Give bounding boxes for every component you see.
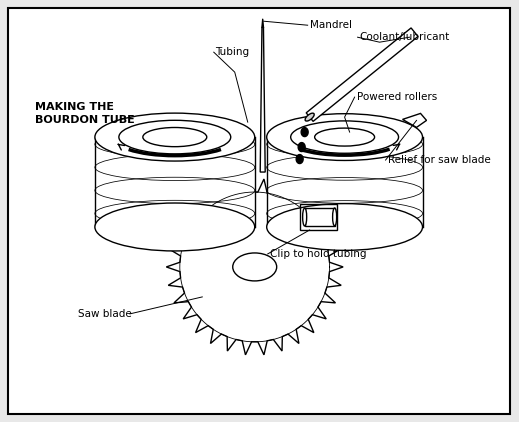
Polygon shape [166, 179, 343, 355]
Ellipse shape [267, 114, 422, 160]
Ellipse shape [233, 253, 277, 281]
Polygon shape [403, 114, 427, 127]
Ellipse shape [315, 128, 375, 146]
Polygon shape [95, 137, 255, 227]
Text: MAKING THE: MAKING THE [35, 102, 114, 112]
Polygon shape [305, 208, 335, 226]
Ellipse shape [333, 208, 337, 226]
Text: Relief for saw blade: Relief for saw blade [388, 155, 490, 165]
Text: Tubing: Tubing [215, 47, 249, 57]
Text: Saw blade: Saw blade [78, 309, 132, 319]
Ellipse shape [95, 203, 255, 251]
Polygon shape [298, 143, 305, 151]
Ellipse shape [143, 127, 207, 147]
Polygon shape [306, 28, 418, 122]
Text: Mandrel: Mandrel [310, 20, 352, 30]
Polygon shape [260, 27, 265, 172]
Polygon shape [296, 154, 303, 164]
Ellipse shape [303, 208, 307, 226]
Text: BOURDON TUBE: BOURDON TUBE [35, 115, 135, 125]
Ellipse shape [119, 120, 231, 154]
Ellipse shape [305, 113, 314, 121]
Ellipse shape [291, 121, 399, 153]
Ellipse shape [267, 203, 422, 250]
Text: Powered rollers: Powered rollers [357, 92, 437, 102]
Polygon shape [301, 127, 308, 137]
Polygon shape [267, 137, 422, 227]
Text: Clip to hold tubing: Clip to hold tubing [270, 249, 366, 259]
Text: Coolant/lubricant: Coolant/lubricant [360, 32, 450, 42]
Ellipse shape [95, 113, 255, 161]
